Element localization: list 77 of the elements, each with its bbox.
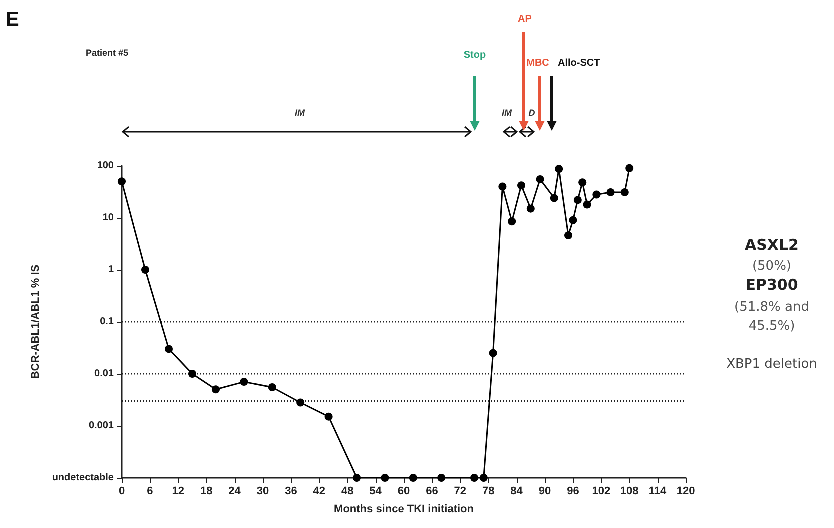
point (526, 204, 535, 213)
text: AP (518, 14, 532, 25)
x-tick-label: 42 (313, 486, 326, 498)
point (240, 378, 248, 386)
x-tick-label: 114 (648, 486, 668, 498)
point (212, 386, 220, 394)
point (498, 182, 507, 191)
point (574, 196, 582, 204)
text: IM (502, 108, 512, 118)
x-tick-label: 90 (538, 486, 552, 498)
point (569, 216, 578, 224)
x-tick-label: 78 (482, 486, 495, 498)
text: (51.8% and (734, 300, 810, 315)
y-axis-title: BCR-ABL1/ABL1 % IS (30, 264, 42, 380)
y-tick-label: undetectable (52, 472, 114, 484)
point (592, 190, 601, 199)
point (583, 200, 592, 209)
x-tick-label: 36 (285, 486, 298, 498)
point (518, 182, 526, 190)
point (438, 474, 446, 482)
point (508, 218, 516, 226)
point (353, 474, 361, 482)
text: MBC (526, 58, 550, 69)
point (296, 398, 305, 407)
point (620, 188, 629, 196)
y-tick-label: 1 (108, 264, 114, 276)
x-tick-label: 60 (398, 486, 410, 498)
point (409, 474, 418, 482)
text: Patient #5 (86, 48, 129, 58)
point (165, 345, 173, 354)
x-tick-label: 102 (592, 486, 611, 498)
y-tick-label: 0.01 (94, 368, 114, 380)
point (578, 178, 587, 187)
x-tick-label: 6 (147, 486, 154, 498)
point (118, 178, 126, 186)
text: ASXL2 (745, 236, 799, 254)
chart-title: E (6, 9, 20, 31)
x-tick-label: 24 (228, 486, 242, 498)
text: XBP1 deletion (726, 357, 818, 372)
point (555, 165, 564, 174)
y-tick-label: 0.1 (100, 316, 114, 328)
x-tick-label: 18 (200, 486, 213, 498)
point (381, 474, 390, 482)
point (564, 232, 572, 240)
text: D (528, 108, 536, 118)
x-tick-label: 66 (426, 486, 438, 498)
point (489, 349, 498, 358)
point (142, 266, 150, 274)
text: Stop (464, 50, 486, 61)
x-tick-label: 84 (510, 486, 524, 498)
x-tick-label: 48 (341, 486, 354, 498)
text: EP300 (746, 276, 798, 294)
point (470, 474, 478, 482)
x-tick-label: 54 (370, 486, 383, 498)
text: (50%) (752, 259, 792, 274)
x-tick-label: 0 (118, 486, 126, 498)
point (626, 164, 634, 172)
point (536, 176, 544, 184)
x-tick-label: 96 (567, 486, 580, 498)
text: IM (295, 108, 306, 118)
x-axis-title: Months since TKI initiation (334, 504, 474, 516)
x-tick-label: 30 (256, 486, 270, 498)
x-tick-label: 108 (620, 486, 639, 498)
point (324, 412, 333, 421)
x-tick-label: 120 (676, 486, 696, 498)
text: Allo-SCT (558, 58, 600, 69)
x-tick-label: 72 (454, 486, 467, 498)
y-tick-label: 100 (97, 160, 114, 172)
point (480, 474, 488, 482)
point (550, 194, 558, 202)
text: 45.5%) (748, 319, 796, 334)
point (268, 384, 276, 392)
y-tick-label: 10 (102, 212, 114, 224)
point (188, 370, 196, 378)
point (606, 188, 615, 196)
x-tick-label: 12 (172, 486, 185, 498)
y-tick-label: 0.001 (88, 420, 114, 432)
